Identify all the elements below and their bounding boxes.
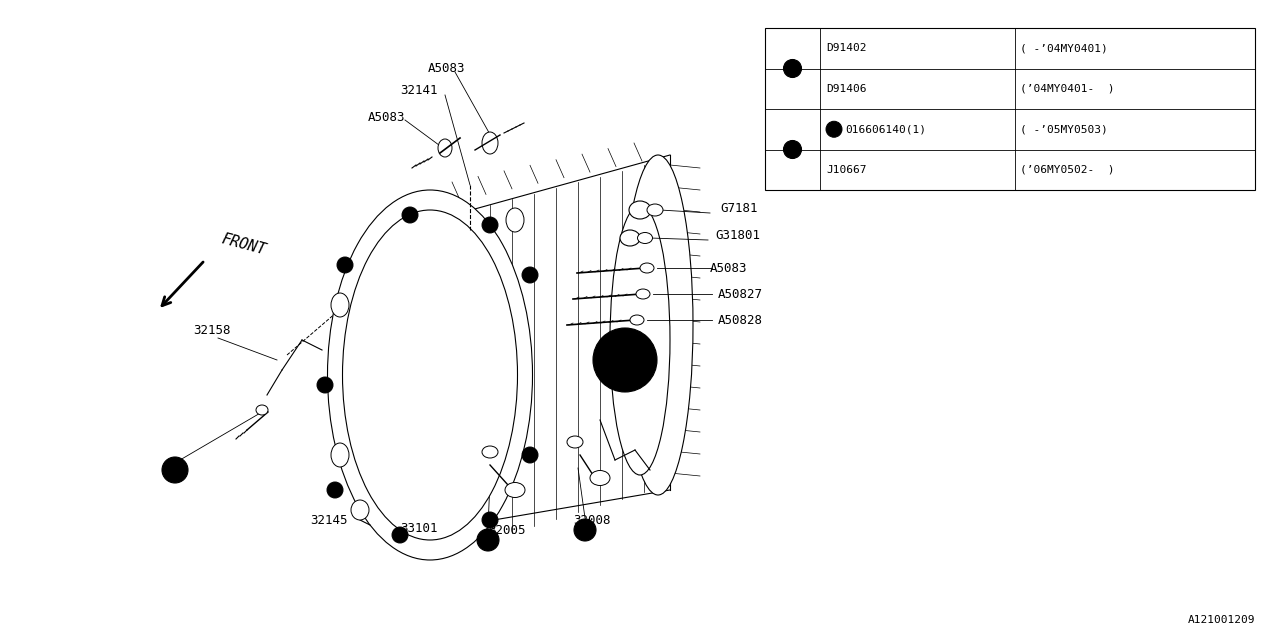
- Ellipse shape: [483, 446, 498, 458]
- Ellipse shape: [637, 232, 653, 243]
- Circle shape: [522, 267, 538, 283]
- Text: ( -’04MY0401): ( -’04MY0401): [1020, 44, 1107, 53]
- Text: 32141: 32141: [399, 83, 438, 97]
- Text: A121001209: A121001209: [1188, 615, 1254, 625]
- Ellipse shape: [506, 208, 524, 232]
- Ellipse shape: [483, 132, 498, 154]
- Text: D91406: D91406: [826, 84, 867, 93]
- Text: 32005: 32005: [488, 524, 526, 536]
- Text: 2: 2: [790, 145, 796, 154]
- Text: 32158: 32158: [193, 323, 230, 337]
- Ellipse shape: [628, 201, 652, 219]
- Text: ( -’05MY0503): ( -’05MY0503): [1020, 124, 1107, 134]
- Ellipse shape: [611, 205, 669, 475]
- Circle shape: [826, 121, 842, 137]
- Ellipse shape: [343, 210, 517, 540]
- Text: 1: 1: [485, 535, 492, 545]
- Ellipse shape: [590, 470, 611, 486]
- Ellipse shape: [328, 190, 532, 560]
- Text: J10667: J10667: [826, 164, 867, 175]
- Circle shape: [392, 527, 408, 543]
- Text: G31801: G31801: [716, 228, 760, 241]
- Text: 016606140(1): 016606140(1): [845, 124, 925, 134]
- Circle shape: [573, 519, 596, 541]
- Ellipse shape: [623, 155, 692, 495]
- Circle shape: [607, 342, 643, 378]
- Text: 32145: 32145: [310, 513, 347, 527]
- Text: (’04MY0401-  ): (’04MY0401- ): [1020, 84, 1115, 93]
- Text: G7181: G7181: [719, 202, 758, 214]
- Text: A5083: A5083: [710, 262, 748, 275]
- Text: 1: 1: [790, 63, 796, 74]
- Ellipse shape: [332, 293, 349, 317]
- Text: A50827: A50827: [718, 287, 763, 301]
- Ellipse shape: [332, 443, 349, 467]
- Circle shape: [326, 482, 343, 498]
- Text: A50828: A50828: [718, 314, 763, 326]
- Text: A5083: A5083: [428, 61, 466, 74]
- Circle shape: [483, 217, 498, 233]
- Text: 32008: 32008: [573, 513, 611, 527]
- Ellipse shape: [630, 315, 644, 325]
- Text: 33101: 33101: [399, 522, 438, 534]
- Ellipse shape: [567, 436, 582, 448]
- Text: (’06MY0502-  ): (’06MY0502- ): [1020, 164, 1115, 175]
- Circle shape: [593, 328, 657, 392]
- Ellipse shape: [438, 139, 452, 157]
- Text: D91402: D91402: [826, 44, 867, 53]
- Circle shape: [522, 447, 538, 463]
- Circle shape: [483, 512, 498, 528]
- Ellipse shape: [256, 405, 268, 415]
- Text: 2: 2: [172, 463, 179, 477]
- Text: FRONT: FRONT: [220, 232, 268, 258]
- Text: 1: 1: [581, 525, 589, 535]
- Circle shape: [163, 457, 188, 483]
- Circle shape: [402, 207, 419, 223]
- Ellipse shape: [636, 289, 650, 299]
- Ellipse shape: [506, 483, 525, 497]
- Circle shape: [317, 377, 333, 393]
- Circle shape: [783, 141, 801, 159]
- Text: A5083: A5083: [369, 111, 406, 124]
- Text: B: B: [831, 125, 837, 134]
- Ellipse shape: [351, 500, 369, 520]
- Ellipse shape: [620, 230, 640, 246]
- Circle shape: [783, 60, 801, 77]
- Bar: [765, 28, 1254, 190]
- Ellipse shape: [640, 263, 654, 273]
- Circle shape: [337, 257, 353, 273]
- Ellipse shape: [646, 204, 663, 216]
- Circle shape: [477, 529, 499, 551]
